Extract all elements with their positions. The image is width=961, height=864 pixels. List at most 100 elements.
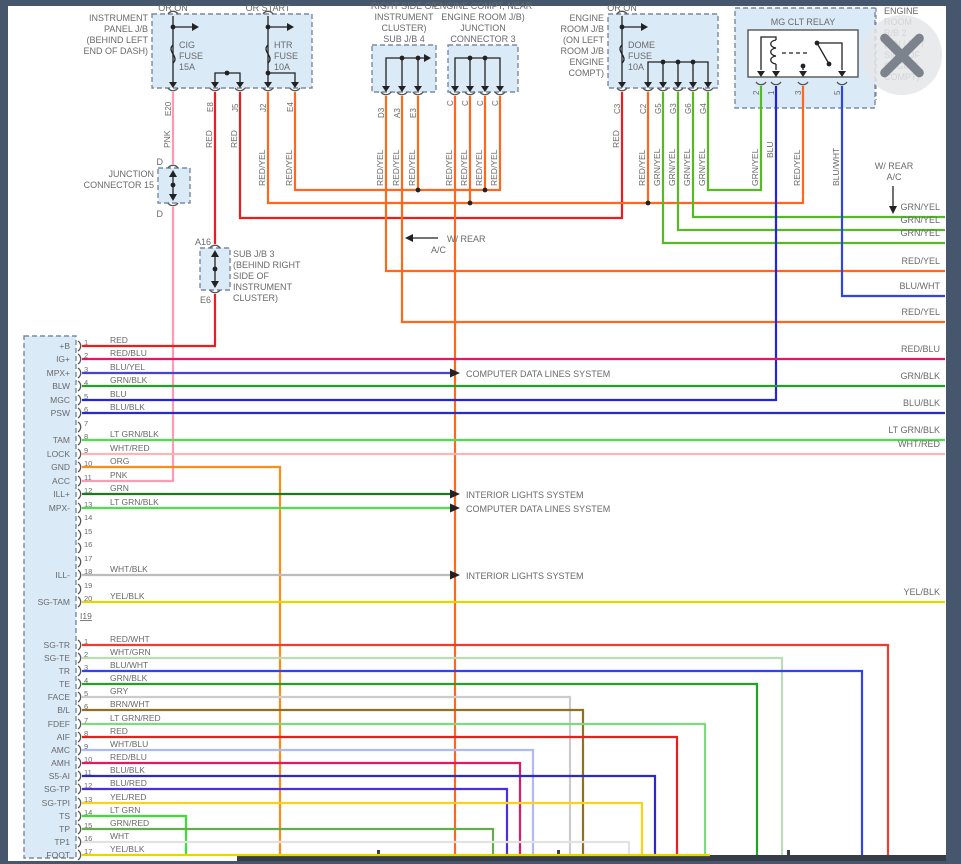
pin-bracket (77, 529, 82, 541)
wire-color-label: RED (110, 726, 128, 736)
pin-number: 15 (84, 821, 92, 830)
wire-color-label-vertical: G6 (684, 103, 693, 114)
pin-number: 8 (84, 729, 88, 738)
wire-pnk (82, 207, 175, 483)
pin-name: IG+ (56, 354, 70, 364)
pin-bracket (77, 757, 82, 769)
wire-color-label-vertical: RED/YEL (474, 149, 484, 186)
canvas (8, 6, 946, 861)
pin-socket (770, 81, 782, 86)
wire-color-label-vertical: C (476, 100, 485, 106)
junction-dot (800, 63, 806, 69)
pin-arrow (799, 71, 807, 77)
wire-color-label-vertical: G5 (654, 103, 663, 114)
junction-dot (619, 24, 625, 30)
wire-color-label-vertical: GRN/YEL (697, 148, 707, 186)
pin-number: 11 (84, 473, 92, 482)
pin-number: 6 (84, 702, 88, 711)
pin-name: SG-TPI (42, 798, 70, 808)
wire-color-label-vertical: RED/YEL (375, 149, 385, 186)
wire-color-label-vertical: GRN/YEL (750, 148, 760, 186)
wire-color-label-vertical: C (446, 100, 455, 106)
wire-yel-red (82, 801, 644, 855)
diagram-text: D (157, 157, 164, 167)
pin-bracket (77, 353, 82, 365)
diagram-text: ENGINE (884, 6, 919, 16)
diagram-text: CONNECTOR 15 (84, 180, 154, 190)
junction-dot (675, 59, 681, 65)
pin-bracket (77, 488, 82, 500)
junction-dot (482, 55, 488, 61)
wire-color-label-vertical: C2 (639, 103, 648, 114)
diagram-text: CONNECTOR 3 (450, 34, 515, 44)
wire-color-label-vertical: J5 (231, 103, 240, 112)
junction-dot (645, 200, 651, 206)
wire-color-label: BLU/RED (110, 778, 147, 788)
pin-number: 6 (84, 405, 88, 414)
diagram-text: D (157, 209, 164, 219)
pin-number: 16 (84, 540, 92, 549)
wire-color-label-vertical: RED/YEL (459, 149, 469, 186)
pin-arrow (704, 82, 712, 88)
pin-socket (262, 10, 274, 15)
bar-tick (557, 850, 560, 855)
pin-socket (209, 87, 221, 92)
wire-color-label-vertical: RED/YEL (489, 149, 499, 186)
junction-dot (467, 200, 473, 206)
diagram-text: E6 (200, 295, 211, 305)
wire-color-label-vertical: 5 (833, 90, 842, 95)
pin-name: BLW (52, 381, 70, 391)
pin-arrow (414, 86, 422, 92)
wire-color-label: WHT/BLU (110, 739, 148, 749)
pin-number: 10 (84, 755, 92, 764)
wire-grn-yel (691, 92, 945, 219)
wire-color-label-vertical: E8 (206, 102, 215, 112)
arrowhead (450, 570, 460, 580)
pin-bracket (77, 652, 82, 664)
pin-arrow (451, 86, 459, 92)
pin-name: FOOT (46, 850, 70, 860)
diagram-text: 10A (274, 62, 290, 72)
wire-red-wht (82, 643, 890, 855)
diagram-text: ENGINE (569, 13, 604, 23)
edge-wire-label: GRN/BLK (900, 371, 940, 381)
wire-wht-grn (82, 656, 784, 855)
pin-number: 13 (84, 795, 92, 804)
diagram-text: FUSE (628, 51, 652, 61)
pin-bracket (77, 849, 82, 861)
diagram-text: JUNCTION (109, 169, 155, 179)
diagram-text: (BEHIND LEFT (86, 35, 148, 45)
wire-wht (82, 840, 631, 855)
pin-bracket (77, 665, 82, 677)
pin-bracket (77, 542, 82, 554)
pin-number: 18 (84, 567, 92, 576)
diagram-text: COMPUTER DATA LINES SYSTEM (466, 504, 610, 514)
wire-color-label-vertical: C (491, 100, 500, 106)
pin-name: SG-TE (44, 653, 70, 663)
pin-bracket (77, 502, 82, 514)
pin-name: B/L (57, 705, 70, 715)
wire-color-label-vertical: BLU/WHT (831, 148, 841, 186)
arrowhead (169, 194, 177, 201)
pin-socket (380, 91, 392, 96)
wire-color-label: WHT/GRN (110, 647, 151, 657)
wire-color-label: RED/BLU (110, 348, 147, 358)
pin-bracket (77, 704, 82, 716)
wire-color-label-vertical: D3 (377, 107, 386, 118)
diagram-text: HTR (274, 40, 293, 50)
pin-name: +B (59, 341, 70, 351)
pin-arrow (838, 71, 846, 77)
pin-bracket (77, 380, 82, 392)
pin-name: TP1 (54, 837, 70, 847)
edge-wire-label: BLU/WHT (900, 281, 941, 291)
wire-color-label: WHT/BLK (110, 564, 148, 574)
diagram-text: ENGINE COMPT, NEAR (434, 1, 533, 11)
pin-name: ACC (52, 476, 70, 486)
pin-socket (702, 87, 714, 92)
wire-color-label: BLU (110, 389, 127, 399)
wire-color-label: BLU/BLK (110, 402, 145, 412)
diagram-text: ENGINE (569, 57, 604, 67)
junction-dot (399, 55, 405, 61)
diagram-text: A/C (431, 245, 447, 255)
close-button[interactable] (862, 15, 942, 95)
